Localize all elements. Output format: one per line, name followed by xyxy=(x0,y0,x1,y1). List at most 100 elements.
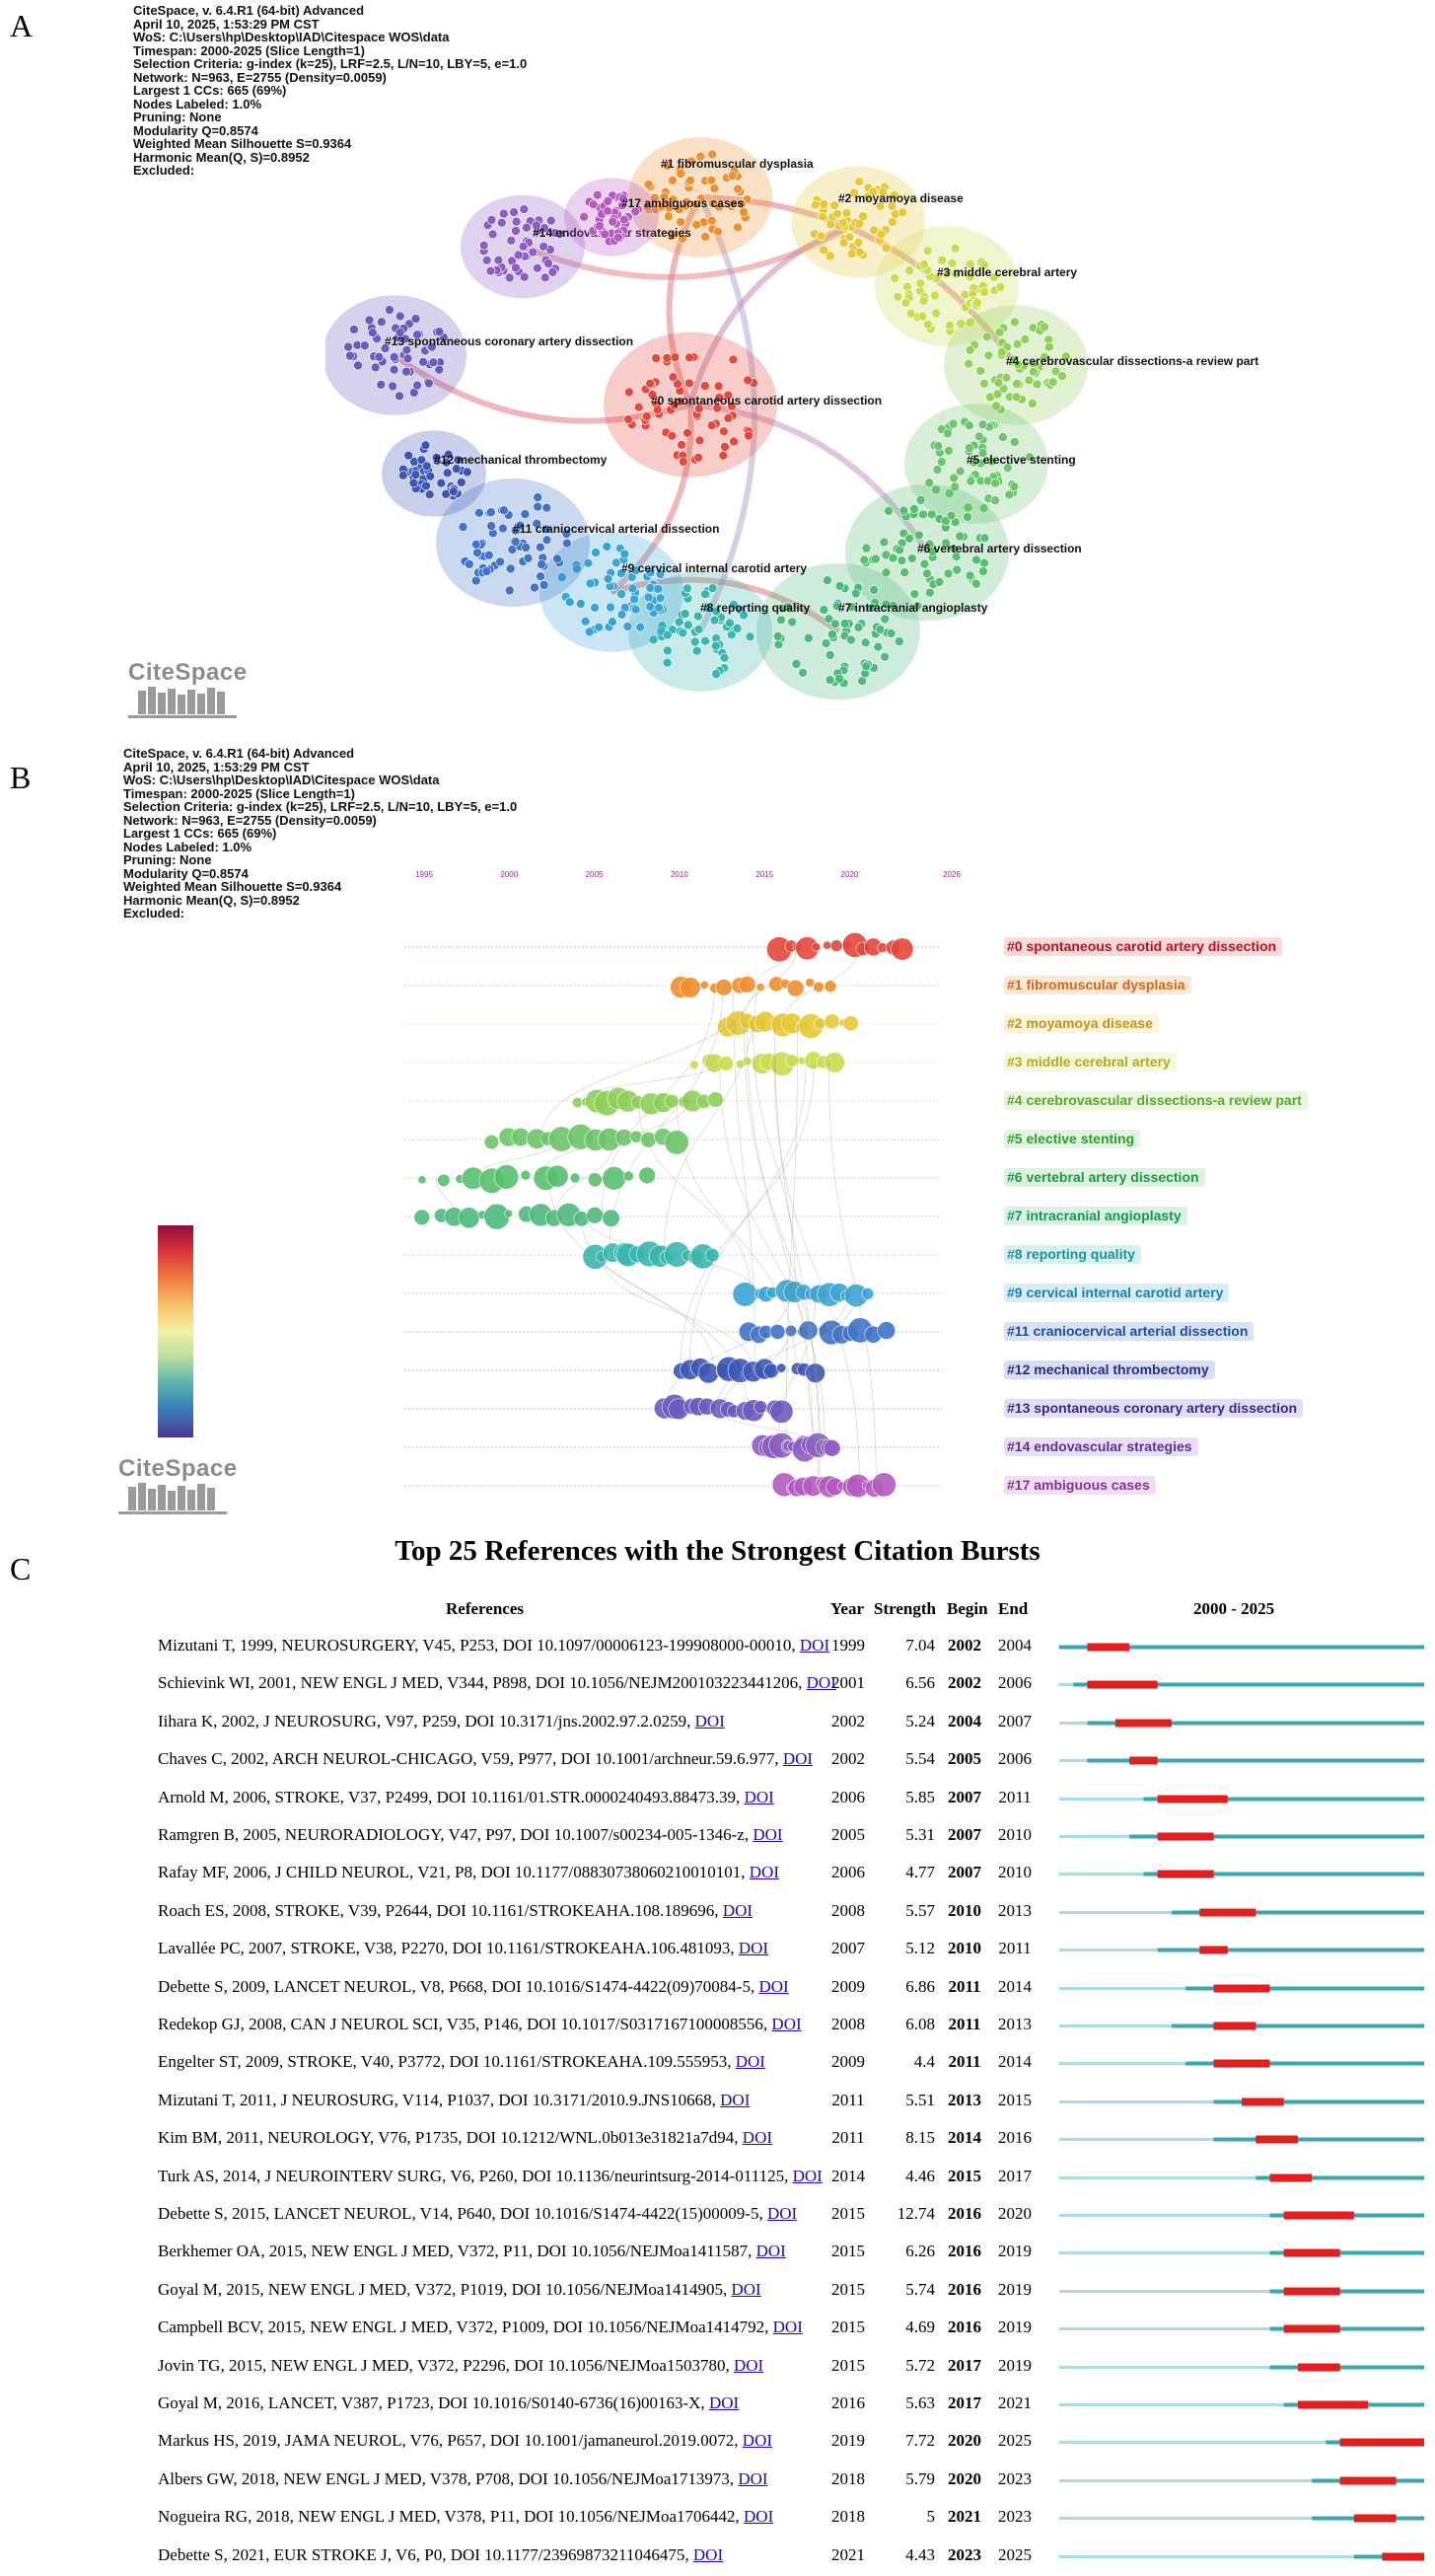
timeline-link xyxy=(773,1062,860,1487)
doi-link[interactable]: DOI xyxy=(720,2090,751,2109)
timeline-node xyxy=(586,1207,604,1224)
timeline-link xyxy=(747,1023,813,1448)
network-node xyxy=(360,340,370,350)
doi-link[interactable]: DOI xyxy=(733,2355,764,2375)
network-node xyxy=(914,530,924,541)
doi-link[interactable]: DOI xyxy=(806,1673,836,1693)
network-node xyxy=(470,575,481,586)
network-node xyxy=(979,259,989,270)
doi-link[interactable]: DOI xyxy=(782,1749,814,1769)
burst-bar xyxy=(1059,1719,1424,1728)
doi-link[interactable]: DOI xyxy=(758,1976,789,1996)
network-node xyxy=(499,505,509,516)
reference-cell: Turk AS, 2014, J NEUROINTERV SURG, V6, P… xyxy=(158,2167,823,2186)
doi-link[interactable]: DOI xyxy=(753,1825,783,1844)
doi-link[interactable]: DOI xyxy=(744,2507,774,2527)
network-node xyxy=(374,351,385,362)
network-node xyxy=(608,216,618,227)
network-node xyxy=(897,207,908,218)
doi-link[interactable]: DOI xyxy=(755,2242,786,2261)
reference-text: Berkhemer OA, 2015, NEW ENGL J MED, V372… xyxy=(158,2242,753,2261)
doi-link[interactable]: DOI xyxy=(708,2393,740,2412)
begin-cell: 2016 xyxy=(948,2242,981,2261)
burst-bar xyxy=(1059,1643,1424,1652)
begin-cell: 2020 xyxy=(948,2431,981,2451)
doi-link[interactable]: DOI xyxy=(735,2052,765,2072)
network-node xyxy=(689,636,700,647)
reference-cell: Albers GW, 2018, NEW ENGL J MED, V378, P… xyxy=(158,2469,768,2489)
legend-cluster-label: #9 cervical internal carotid artery xyxy=(1004,1284,1230,1302)
citespace-logo-b: CiteSpace xyxy=(118,1455,247,1523)
network-node xyxy=(707,149,718,160)
reference-cell: Debette S, 2015, LANCET NEUROL, V14, P64… xyxy=(158,2204,797,2224)
network-node xyxy=(603,573,613,584)
doi-link[interactable]: DOI xyxy=(731,2279,761,2299)
network-node xyxy=(588,199,599,210)
network-node xyxy=(656,201,667,212)
doi-link[interactable]: DOI xyxy=(692,2544,724,2564)
legend-cluster-label: #11 craniocervical arterial dissection xyxy=(1004,1322,1255,1341)
year-cell: 2015 xyxy=(831,2204,865,2223)
network-node xyxy=(941,538,952,549)
doi-link[interactable]: DOI xyxy=(722,1900,753,1920)
network-node xyxy=(418,357,428,367)
doi-link[interactable]: DOI xyxy=(771,2015,802,2033)
doi-link[interactable]: DOI xyxy=(749,1863,779,1882)
table-row: Schievink WI, 2001, NEW ENGL J MED, V344… xyxy=(0,1665,1435,1703)
network-node xyxy=(682,427,692,438)
network-node xyxy=(470,539,481,550)
network-node xyxy=(533,263,542,273)
network-node xyxy=(846,602,857,613)
doi-link[interactable]: DOI xyxy=(738,1939,769,1958)
network-node xyxy=(691,220,702,230)
legend-cluster-label: #2 moyamoya disease xyxy=(1004,1014,1159,1033)
timeline-node xyxy=(776,1362,787,1373)
network-node xyxy=(887,201,897,211)
network-node xyxy=(886,628,897,638)
network-node xyxy=(880,651,890,662)
network-node xyxy=(728,198,739,209)
network-node xyxy=(584,626,595,637)
burst-bar xyxy=(1059,1832,1424,1841)
timeline-node xyxy=(861,1288,875,1300)
doi-link[interactable]: DOI xyxy=(738,2468,768,2488)
network-node xyxy=(880,614,891,625)
network-node xyxy=(673,379,682,389)
timeline-node xyxy=(769,1399,794,1424)
timeline-node xyxy=(813,981,825,994)
cluster-label: #17 ambiguous cases xyxy=(621,196,744,210)
timeline-node xyxy=(823,1439,841,1457)
meta-line: Selection Criteria: g-index (k=25), LRF=… xyxy=(123,799,518,814)
network-node xyxy=(486,521,496,531)
timeline-node xyxy=(638,1166,657,1185)
timeline-tracks xyxy=(404,932,942,1499)
network-node xyxy=(787,617,798,627)
burst-bar-burst xyxy=(1199,1946,1228,1954)
reference-text: Schievink WI, 2001, NEW ENGL J MED, V344… xyxy=(158,1673,803,1693)
network-node xyxy=(616,589,626,599)
end-cell: 2023 xyxy=(998,2507,1032,2527)
network-node xyxy=(403,450,413,461)
network-node xyxy=(662,657,673,668)
network-node xyxy=(926,509,937,520)
doi-link[interactable]: DOI xyxy=(792,2166,823,2185)
network-node xyxy=(575,599,586,609)
doi-link[interactable]: DOI xyxy=(766,2204,798,2223)
timeline-node xyxy=(493,1164,520,1190)
network-node xyxy=(723,390,734,401)
logo-text: CiteSpace xyxy=(128,659,248,686)
begin-cell: 2013 xyxy=(948,2090,981,2109)
network-node xyxy=(998,432,1008,442)
doi-link[interactable]: DOI xyxy=(694,1711,725,1730)
timeline-node xyxy=(824,1052,845,1073)
doi-link[interactable]: DOI xyxy=(744,1787,774,1806)
doi-link[interactable]: DOI xyxy=(742,2128,773,2148)
doi-link[interactable]: DOI xyxy=(799,1636,830,1655)
timeline-node xyxy=(417,1175,427,1185)
cluster-label: #13 spontaneous coronary artery dissecti… xyxy=(385,334,633,348)
doi-link[interactable]: DOI xyxy=(742,2431,773,2451)
network-node xyxy=(909,589,920,599)
network-node xyxy=(960,289,970,300)
reference-text: Mizutani T, 2011, J NEUROSURG, V114, P10… xyxy=(158,2090,716,2109)
doi-link[interactable]: DOI xyxy=(772,2318,803,2337)
